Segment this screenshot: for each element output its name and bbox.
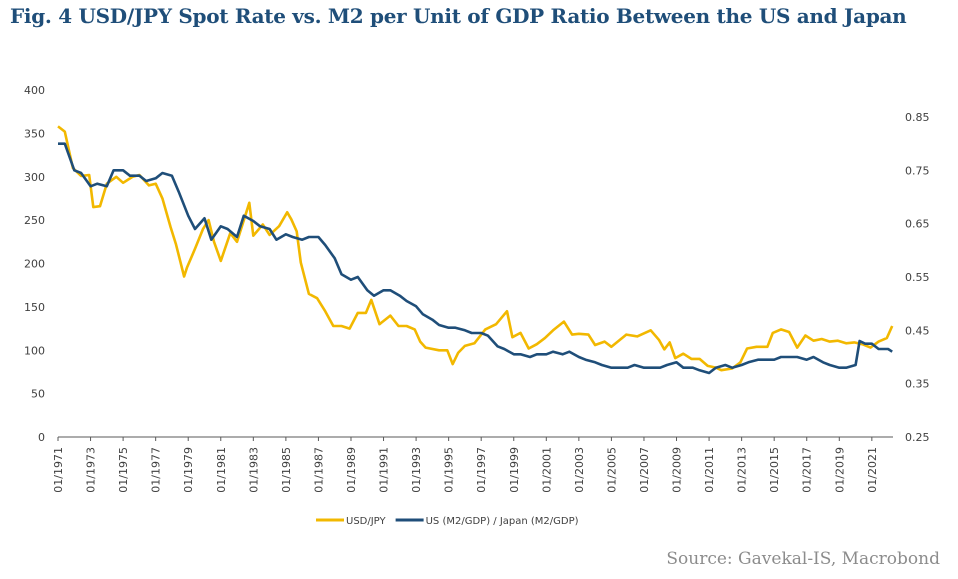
right-tick-label: 0.65 [905, 218, 930, 231]
x-tick-label: 01/2021 [866, 447, 879, 493]
m2-gdp-ratio-line [58, 142, 893, 375]
x-tick-label: 01/2017 [801, 447, 814, 493]
x-tick-label: 01/1991 [378, 447, 391, 493]
x-tick-label: 01/1987 [312, 447, 325, 493]
left-tick-label: 250 [24, 214, 45, 227]
x-tick-label: 01/1989 [345, 447, 358, 493]
left-tick-label: 300 [24, 171, 45, 184]
x-tick-label: 01/1981 [215, 447, 228, 493]
x-tick-label: 01/2009 [671, 447, 684, 493]
x-tick-label: 01/2007 [638, 447, 651, 493]
legend-label: US (M2/GDP) / Japan (M2/GDP) [426, 516, 579, 527]
x-tick-label: 01/1977 [150, 447, 163, 493]
right-tick-label: 0.45 [905, 324, 930, 337]
right-tick-label: 0.85 [905, 111, 930, 124]
chart-title: Fig. 4 USD/JPY Spot Rate vs. M2 per Unit… [10, 4, 907, 28]
left-tick-label: 100 [24, 344, 45, 357]
x-tick-label: 01/1999 [508, 447, 521, 493]
x-tick-label: 01/2005 [605, 447, 618, 493]
x-tick-label: 01/1971 [52, 447, 65, 493]
legend: USD/JPY US (M2/GDP) / Japan (M2/GDP) [316, 516, 579, 527]
legend-label: USD/JPY [346, 516, 386, 527]
source-note: Source: Gavekal-IS, Macrobond [666, 549, 940, 569]
left-axis-ticks: 400 350 300 250 200 150 100 50 0 [24, 84, 45, 444]
left-tick-label: 50 [31, 388, 45, 401]
right-tick-label: 0.35 [905, 378, 930, 391]
left-tick-label: 0 [38, 431, 45, 444]
x-tick-label: 01/2019 [833, 447, 846, 493]
usdjpy-line [57, 125, 894, 372]
x-tick-label: 01/1993 [410, 447, 423, 493]
left-tick-label: 150 [24, 301, 45, 314]
x-tick-label: 01/1983 [247, 447, 260, 493]
x-tick-label: 01/1973 [85, 447, 98, 493]
x-tick-label: 01/2003 [573, 447, 586, 493]
right-tick-label: 0.55 [905, 271, 930, 284]
left-tick-label: 200 [24, 258, 45, 271]
x-tick-label: 01/2013 [736, 447, 749, 493]
x-tick-label: 01/2015 [768, 447, 781, 493]
right-tick-label: 0.75 [905, 164, 930, 177]
x-tick-label: 01/1997 [475, 447, 488, 493]
x-tick-label: 01/2011 [703, 447, 716, 493]
x-tick-label: 01/2001 [540, 447, 553, 493]
x-tick-label: 01/1995 [443, 447, 456, 493]
x-tick-label: 01/1975 [117, 447, 130, 493]
right-tick-label: 0.25 [905, 431, 930, 444]
left-tick-label: 400 [24, 84, 45, 97]
right-axis-ticks: 0.85 0.75 0.65 0.55 0.45 0.35 0.25 [905, 111, 930, 444]
x-tick-label: 01/1979 [182, 447, 195, 493]
x-tick-label: 01/1985 [280, 447, 293, 493]
x-axis-ticks: 01/1971 01/1973 01/1975 01/1977 01/1979 01/19… [52, 437, 879, 493]
series-group [57, 125, 894, 375]
left-tick-label: 350 [24, 127, 45, 140]
